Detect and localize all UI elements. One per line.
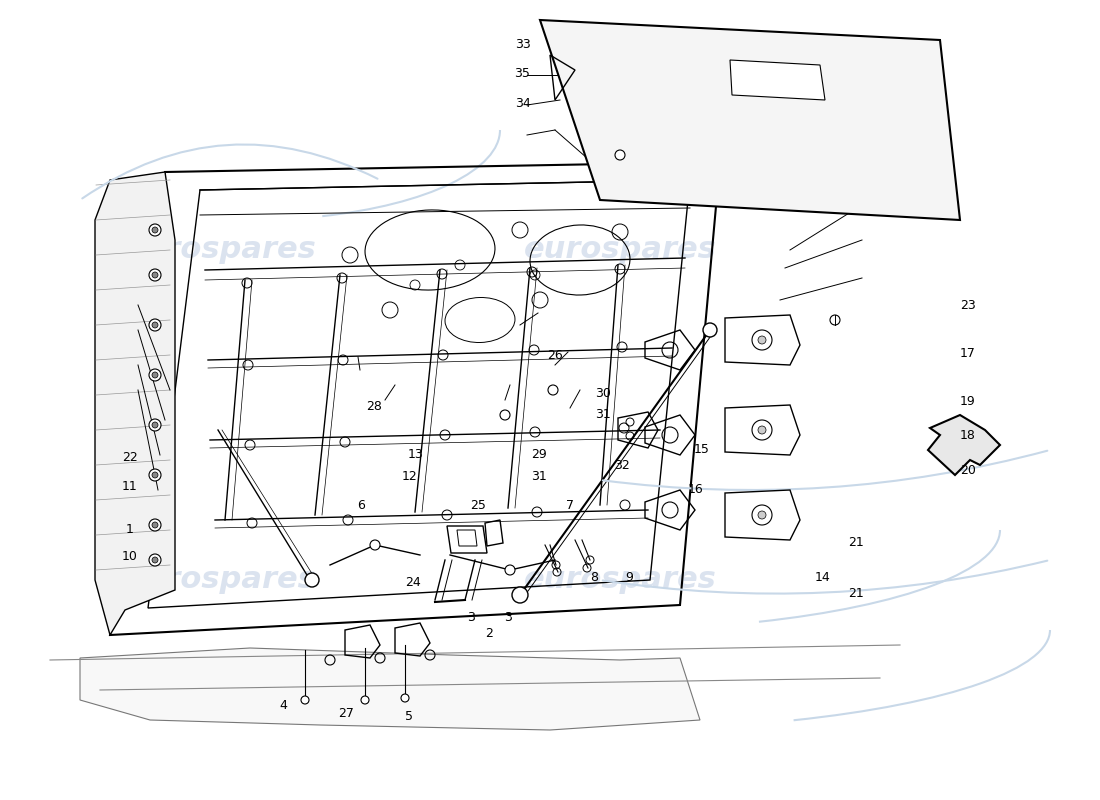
- Circle shape: [152, 322, 158, 328]
- Text: 22: 22: [122, 451, 138, 464]
- Circle shape: [301, 696, 309, 704]
- Text: 3: 3: [466, 611, 475, 624]
- Text: 4: 4: [279, 699, 288, 712]
- Text: 28: 28: [366, 400, 382, 413]
- Circle shape: [148, 224, 161, 236]
- Text: eurospares: eurospares: [123, 235, 317, 265]
- Circle shape: [402, 694, 409, 702]
- Circle shape: [305, 573, 319, 587]
- Text: 21: 21: [848, 587, 864, 600]
- Text: 18: 18: [960, 430, 976, 442]
- Circle shape: [361, 696, 368, 704]
- Polygon shape: [928, 415, 1000, 475]
- Circle shape: [148, 319, 161, 331]
- Text: 9: 9: [625, 571, 634, 584]
- Polygon shape: [80, 648, 700, 730]
- Circle shape: [152, 422, 158, 428]
- Circle shape: [152, 557, 158, 563]
- Text: eurospares: eurospares: [123, 566, 317, 594]
- Text: 8: 8: [590, 571, 598, 584]
- Circle shape: [148, 469, 161, 481]
- Text: 3: 3: [504, 611, 513, 624]
- Text: 30: 30: [595, 387, 610, 400]
- Polygon shape: [540, 20, 960, 220]
- Polygon shape: [95, 172, 175, 635]
- Circle shape: [152, 227, 158, 233]
- Circle shape: [148, 369, 161, 381]
- Text: 1: 1: [125, 523, 134, 536]
- Circle shape: [370, 540, 379, 550]
- Circle shape: [758, 426, 766, 434]
- Text: 33: 33: [515, 38, 530, 50]
- Circle shape: [615, 150, 625, 160]
- Text: 14: 14: [815, 571, 830, 584]
- Circle shape: [152, 472, 158, 478]
- Polygon shape: [725, 405, 800, 455]
- Text: 32: 32: [614, 459, 629, 472]
- Text: 23: 23: [960, 299, 976, 312]
- Circle shape: [152, 272, 158, 278]
- Text: 16: 16: [688, 483, 703, 496]
- Text: 21: 21: [848, 536, 864, 549]
- Polygon shape: [725, 490, 800, 540]
- Circle shape: [512, 587, 528, 603]
- Text: 31: 31: [595, 408, 610, 421]
- Circle shape: [505, 565, 515, 575]
- Circle shape: [758, 336, 766, 344]
- Text: 17: 17: [960, 347, 976, 360]
- Polygon shape: [725, 315, 800, 365]
- Text: 20: 20: [960, 464, 976, 477]
- Circle shape: [148, 554, 161, 566]
- Circle shape: [152, 372, 158, 378]
- Text: 15: 15: [694, 443, 710, 456]
- Text: 19: 19: [960, 395, 976, 408]
- Text: 34: 34: [515, 97, 530, 110]
- Text: 2: 2: [485, 627, 494, 640]
- Text: 11: 11: [122, 480, 138, 493]
- Circle shape: [703, 323, 717, 337]
- Circle shape: [148, 519, 161, 531]
- Text: eurospares: eurospares: [524, 235, 716, 265]
- Text: 26: 26: [548, 350, 563, 362]
- Text: eurospares: eurospares: [524, 566, 716, 594]
- Text: 35: 35: [515, 67, 530, 80]
- Polygon shape: [730, 60, 825, 100]
- Text: 24: 24: [405, 576, 420, 589]
- Text: 29: 29: [531, 448, 547, 461]
- Text: 7: 7: [565, 499, 574, 512]
- Text: 5: 5: [405, 710, 414, 722]
- Text: 25: 25: [471, 499, 486, 512]
- Text: 6: 6: [356, 499, 365, 512]
- Circle shape: [152, 522, 158, 528]
- Text: 13: 13: [408, 448, 424, 461]
- Text: 12: 12: [402, 470, 417, 482]
- Circle shape: [148, 419, 161, 431]
- Text: 10: 10: [122, 550, 138, 562]
- Text: 27: 27: [339, 707, 354, 720]
- Circle shape: [148, 269, 161, 281]
- Circle shape: [758, 511, 766, 519]
- Text: 31: 31: [531, 470, 547, 482]
